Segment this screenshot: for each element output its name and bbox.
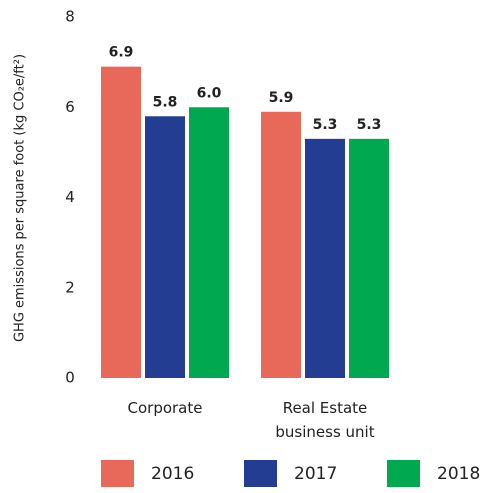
legend-swatch (101, 460, 134, 487)
y-tick-label: 6 (65, 98, 75, 116)
y-tick-label: 2 (65, 278, 75, 296)
bar (145, 116, 185, 379)
bar (349, 138, 389, 378)
x-tick-label: Corporate (127, 399, 203, 417)
bar (101, 66, 141, 378)
bar (261, 111, 301, 378)
bar (305, 138, 345, 378)
value-label: 5.9 (269, 90, 294, 106)
legend-swatch (244, 460, 277, 487)
legend-label: 2016 (151, 464, 194, 484)
x-tick-label: Real Estate business unit (275, 399, 375, 441)
bar (189, 107, 229, 378)
y-axis-label: GHG emissions per square foot (kg CO₂e/f… (13, 54, 28, 342)
y-tick-label: 0 (65, 369, 75, 387)
value-label: 6.0 (197, 85, 222, 101)
legend-label: 2017 (294, 464, 337, 484)
value-label: 6.9 (109, 45, 134, 61)
value-label: 5.3 (357, 117, 382, 133)
legend-swatch (387, 460, 420, 487)
value-label: 5.8 (153, 94, 178, 110)
legend-label: 2018 (437, 464, 480, 484)
y-tick-label: 4 (65, 188, 75, 206)
value-label: 5.3 (313, 117, 338, 133)
y-tick-label: 8 (65, 8, 75, 26)
